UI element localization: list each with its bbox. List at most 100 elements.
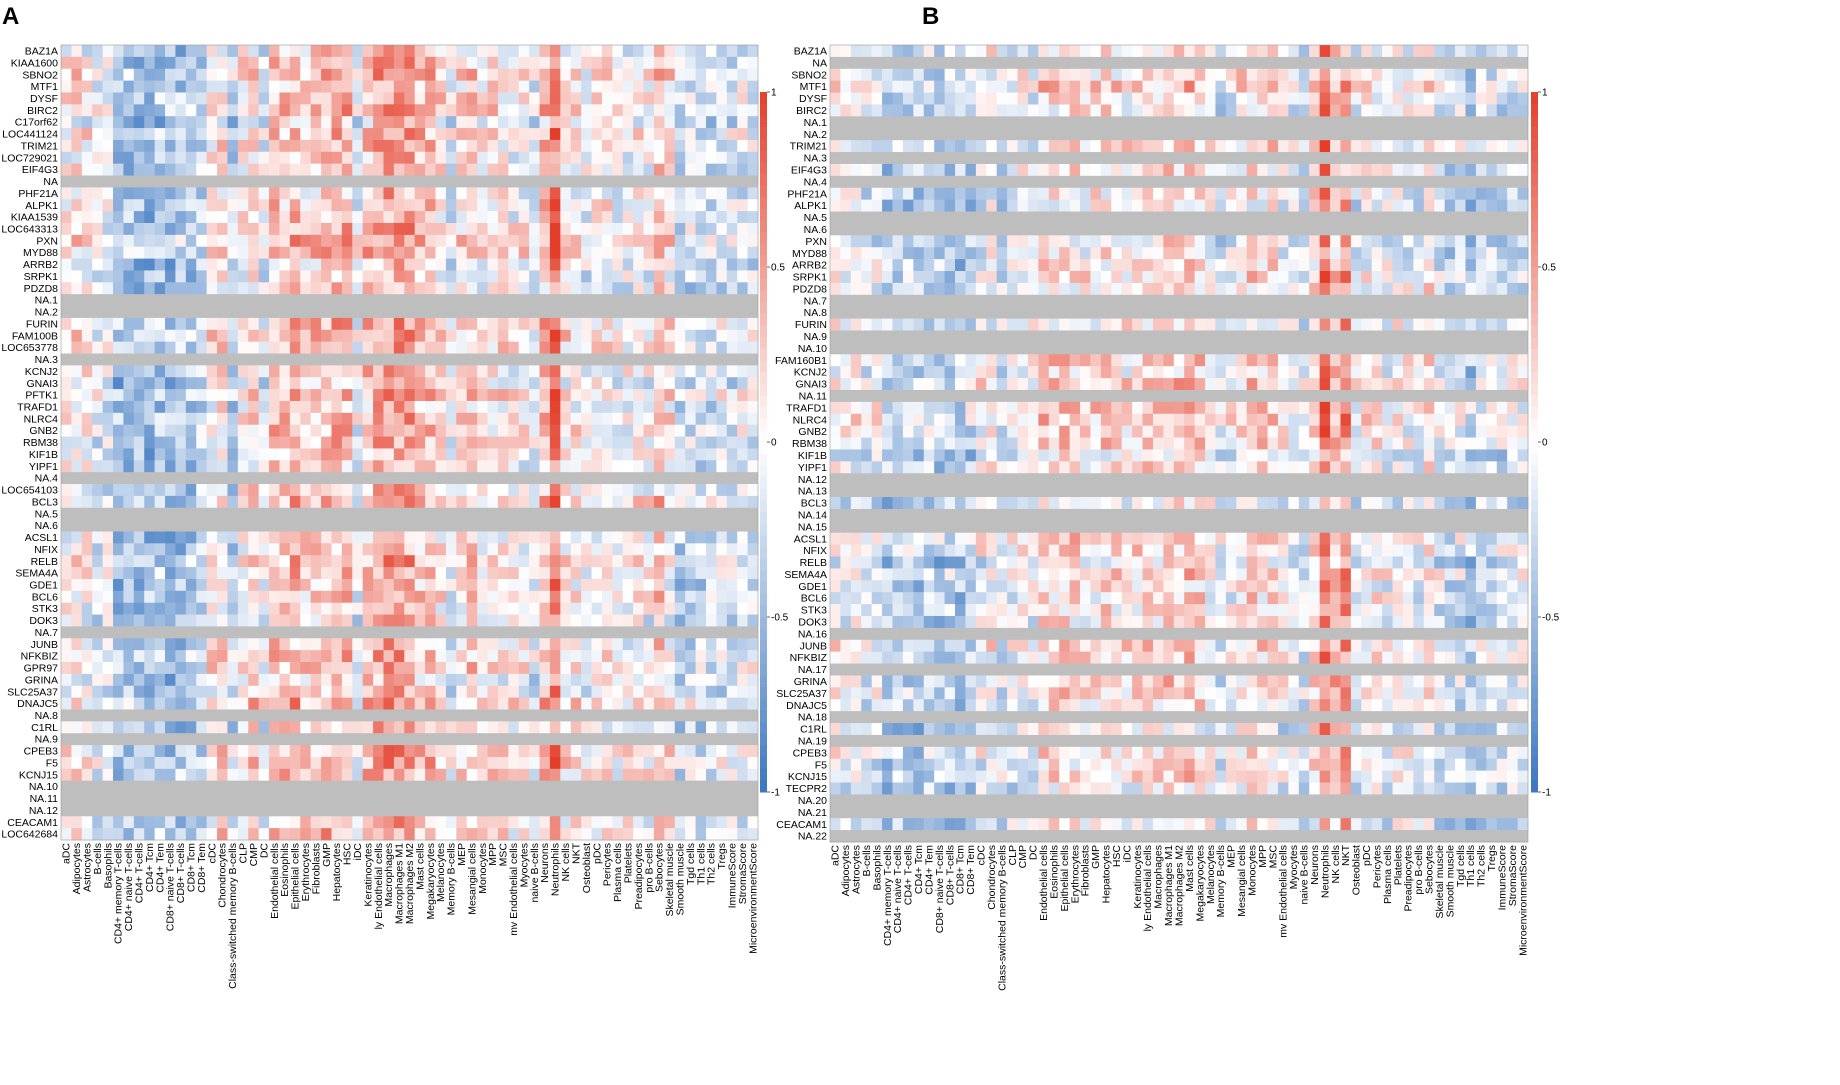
heatmap-cell <box>695 317 707 331</box>
heatmap-cell <box>861 104 873 117</box>
heatmap-cell <box>113 341 124 354</box>
heatmap-cell <box>695 816 707 829</box>
heatmap-cell <box>154 365 166 378</box>
colorbar-swatch <box>760 488 767 501</box>
heatmap-cell <box>882 354 893 367</box>
heatmap-cell <box>518 614 530 627</box>
heatmap-cell <box>133 377 145 390</box>
heatmap-cell <box>113 484 124 497</box>
heatmap-cell <box>840 187 852 201</box>
heatmap-cell <box>1288 140 1300 153</box>
heatmap-cell <box>383 662 395 675</box>
heatmap-cell <box>1173 187 1185 201</box>
column-label: DC <box>258 843 270 859</box>
heatmap-cell <box>362 377 374 390</box>
heatmap-cell <box>373 662 384 675</box>
heatmap-cell <box>352 484 364 497</box>
heatmap-cell <box>716 246 728 259</box>
heatmap-cell <box>445 721 457 734</box>
heatmap-cell <box>726 590 738 604</box>
heatmap-cell <box>456 531 468 544</box>
heatmap-cell <box>664 45 676 58</box>
heatmap-cell <box>871 354 883 367</box>
heatmap-cell <box>404 341 416 354</box>
heatmap-cell <box>986 163 998 177</box>
heatmap-cell <box>165 222 176 236</box>
heatmap-cell <box>653 460 665 473</box>
heatmap-cell <box>404 484 416 497</box>
heatmap-cell <box>1517 187 1529 201</box>
column-label: CD4+ Tcm <box>144 843 156 892</box>
heatmap-cell <box>1236 366 1248 379</box>
heatmap-cell <box>840 92 852 105</box>
heatmap-cell <box>466 389 478 402</box>
heatmap-cell <box>477 460 488 473</box>
heatmap-cell <box>518 56 530 70</box>
heatmap-cell <box>237 187 249 200</box>
heatmap-cell <box>206 756 218 770</box>
heatmap-cell <box>289 531 301 544</box>
heatmap-cell <box>705 187 717 200</box>
heatmap-cell <box>581 151 592 165</box>
heatmap-cell <box>133 756 145 770</box>
heatmap-cell <box>404 211 416 224</box>
heatmap-cell <box>487 317 499 331</box>
heatmap-cell <box>289 246 301 259</box>
heatmap-cell <box>737 282 748 295</box>
heatmap-cell <box>1173 354 1185 367</box>
heatmap-cell <box>591 317 603 331</box>
heatmap-cell <box>269 543 280 556</box>
heatmap-cell <box>456 234 468 248</box>
heatmap-cell <box>955 282 966 296</box>
heatmap-cell <box>497 199 509 212</box>
heatmap-cell <box>1069 45 1081 58</box>
heatmap-cell <box>685 531 696 544</box>
heatmap-cell <box>133 211 145 224</box>
heatmap-cell <box>1319 80 1331 93</box>
heatmap-cell <box>1205 140 1216 153</box>
heatmap-cell <box>685 282 696 295</box>
heatmap-cell <box>331 400 343 414</box>
heatmap-cell <box>601 389 613 402</box>
heatmap-cell <box>1496 318 1508 331</box>
heatmap-cell <box>653 555 665 568</box>
column-label: CD4+ Tem <box>154 843 166 893</box>
heatmap-cell <box>529 436 540 449</box>
heatmap-cell <box>456 116 468 129</box>
heatmap-cell <box>466 45 478 58</box>
heatmap-cell <box>705 578 717 592</box>
heatmap-cell <box>1132 259 1143 272</box>
heatmap-cell <box>92 697 104 710</box>
heatmap-cell <box>549 602 561 615</box>
heatmap-cell <box>643 768 655 782</box>
heatmap-cell <box>477 412 488 426</box>
heatmap-cell <box>102 199 114 212</box>
heatmap-cell <box>81 673 93 687</box>
heatmap-cell <box>1361 235 1373 248</box>
heatmap-cell <box>362 80 374 93</box>
heatmap-cell <box>217 745 228 758</box>
heatmap-cell <box>321 377 332 390</box>
heatmap-cell <box>1152 163 1164 177</box>
heatmap-cell <box>1371 163 1383 177</box>
heatmap-cell <box>1309 80 1321 93</box>
heatmap-cell <box>237 400 249 414</box>
heatmap-cell <box>726 697 738 710</box>
heatmap-cell <box>414 650 426 663</box>
heatmap-cell <box>196 222 208 236</box>
heatmap-cell <box>414 282 426 295</box>
heatmap-cell <box>622 460 634 473</box>
heatmap-cell <box>92 116 104 129</box>
heatmap-cell <box>425 650 436 663</box>
heatmap-cell <box>1100 235 1112 248</box>
row-label: F5 <box>46 757 58 769</box>
heatmap-cell <box>965 259 977 272</box>
heatmap-cell <box>560 697 572 710</box>
heatmap-cell <box>1277 187 1289 201</box>
heatmap-cell <box>529 721 540 734</box>
heatmap-cell <box>71 614 83 627</box>
heatmap-cell <box>300 116 312 129</box>
heatmap-cell <box>206 650 218 663</box>
heatmap-cell <box>331 341 343 354</box>
heatmap-cell <box>633 116 644 129</box>
